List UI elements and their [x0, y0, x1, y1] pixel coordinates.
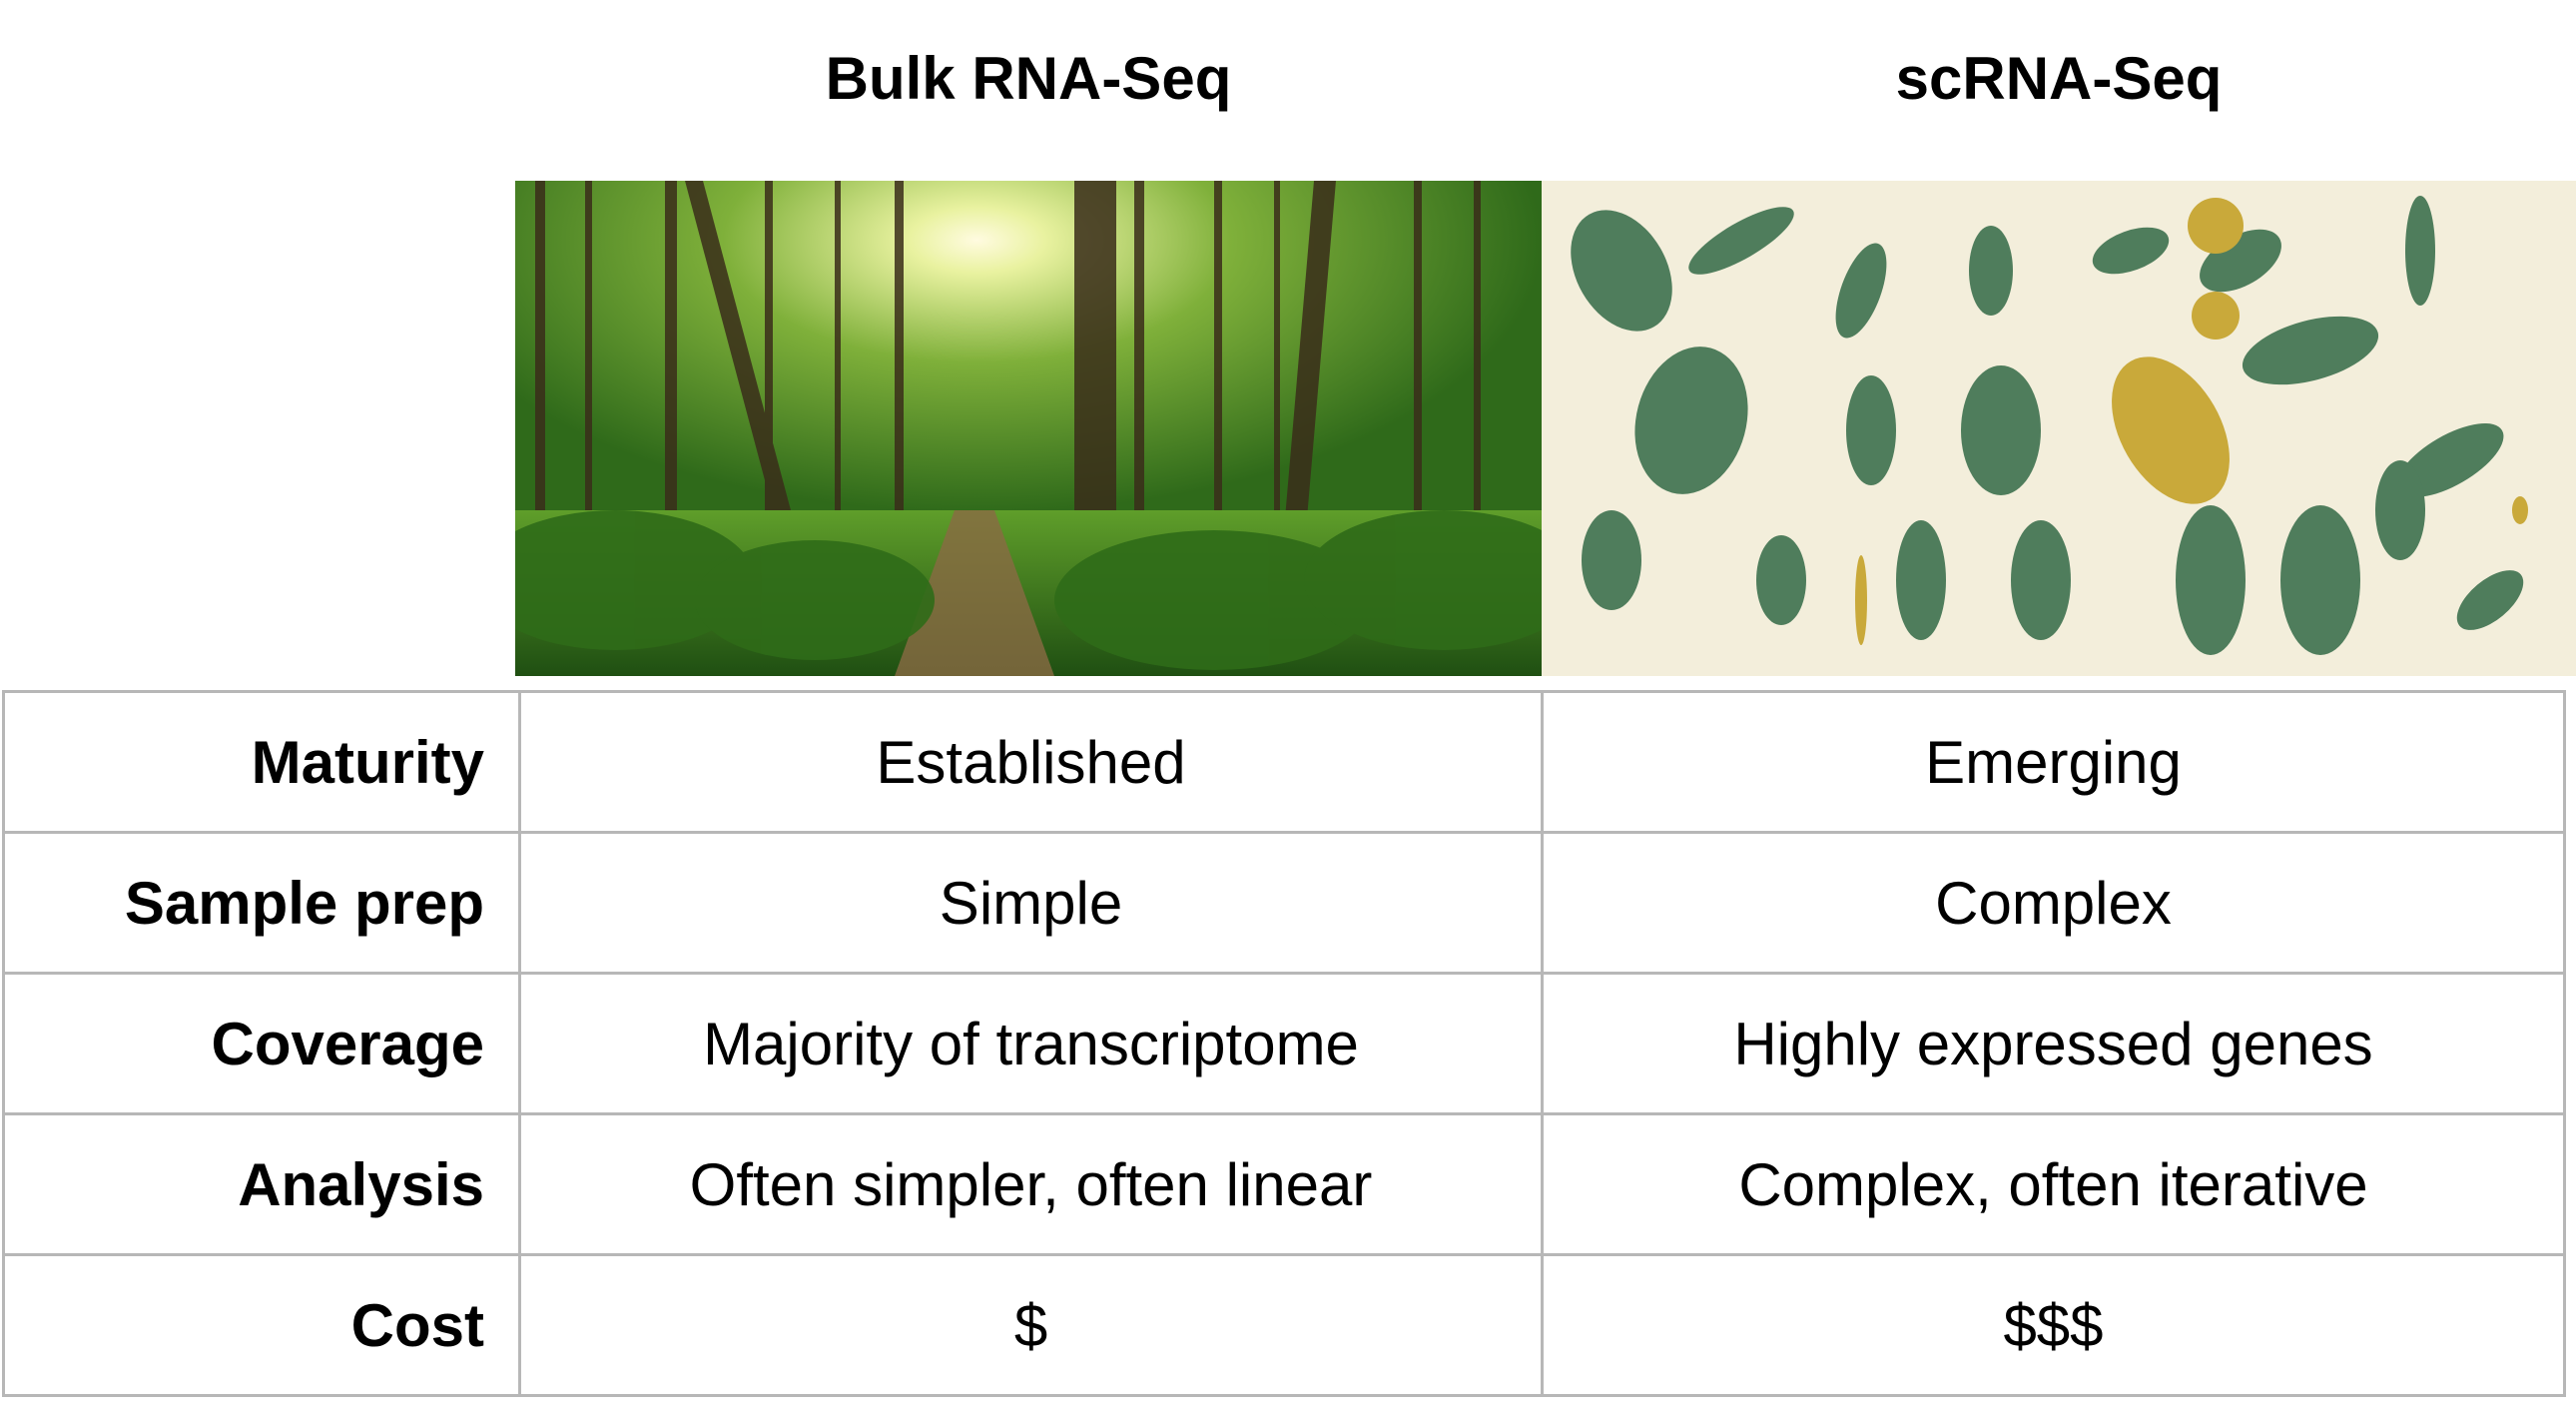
row-label: Cost: [2, 1253, 521, 1397]
table-row: Sample prep Simple Complex: [2, 831, 2566, 975]
row-label: Sample prep: [2, 831, 521, 975]
column-title-bulk-rna-seq: Bulk RNA-Seq: [825, 44, 1232, 112]
sc-value: Complex: [1541, 831, 2566, 975]
bulk-value: Established: [518, 690, 1544, 834]
table-row: Analysis Often simpler, often linear Com…: [2, 1112, 2566, 1256]
bulk-value: Simple: [518, 831, 1544, 975]
table-row: Cost $ $$$: [2, 1253, 2566, 1397]
sc-value: Complex, often iterative: [1541, 1112, 2566, 1256]
table-row: Coverage Majority of transcriptome Highl…: [2, 972, 2566, 1115]
bulk-value: Often simpler, often linear: [518, 1112, 1544, 1256]
bulk-value: Majority of transcriptome: [518, 972, 1544, 1115]
leaf-illustration-collage: [1542, 181, 2576, 676]
row-label: Analysis: [2, 1112, 521, 1256]
sc-value: $$$: [1541, 1253, 2566, 1397]
forest-photo: [515, 181, 1542, 676]
row-label: Coverage: [2, 972, 521, 1115]
sc-value: Emerging: [1541, 690, 2566, 834]
bulk-value: $: [518, 1253, 1544, 1397]
column-title-scrna-seq: scRNA-Seq: [1895, 44, 2223, 112]
row-label: Maturity: [2, 690, 521, 834]
sc-value: Highly expressed genes: [1541, 972, 2566, 1115]
comparison-table: Maturity Established Emerging Sample pre…: [2, 690, 2566, 1397]
table-row: Maturity Established Emerging: [2, 690, 2566, 834]
